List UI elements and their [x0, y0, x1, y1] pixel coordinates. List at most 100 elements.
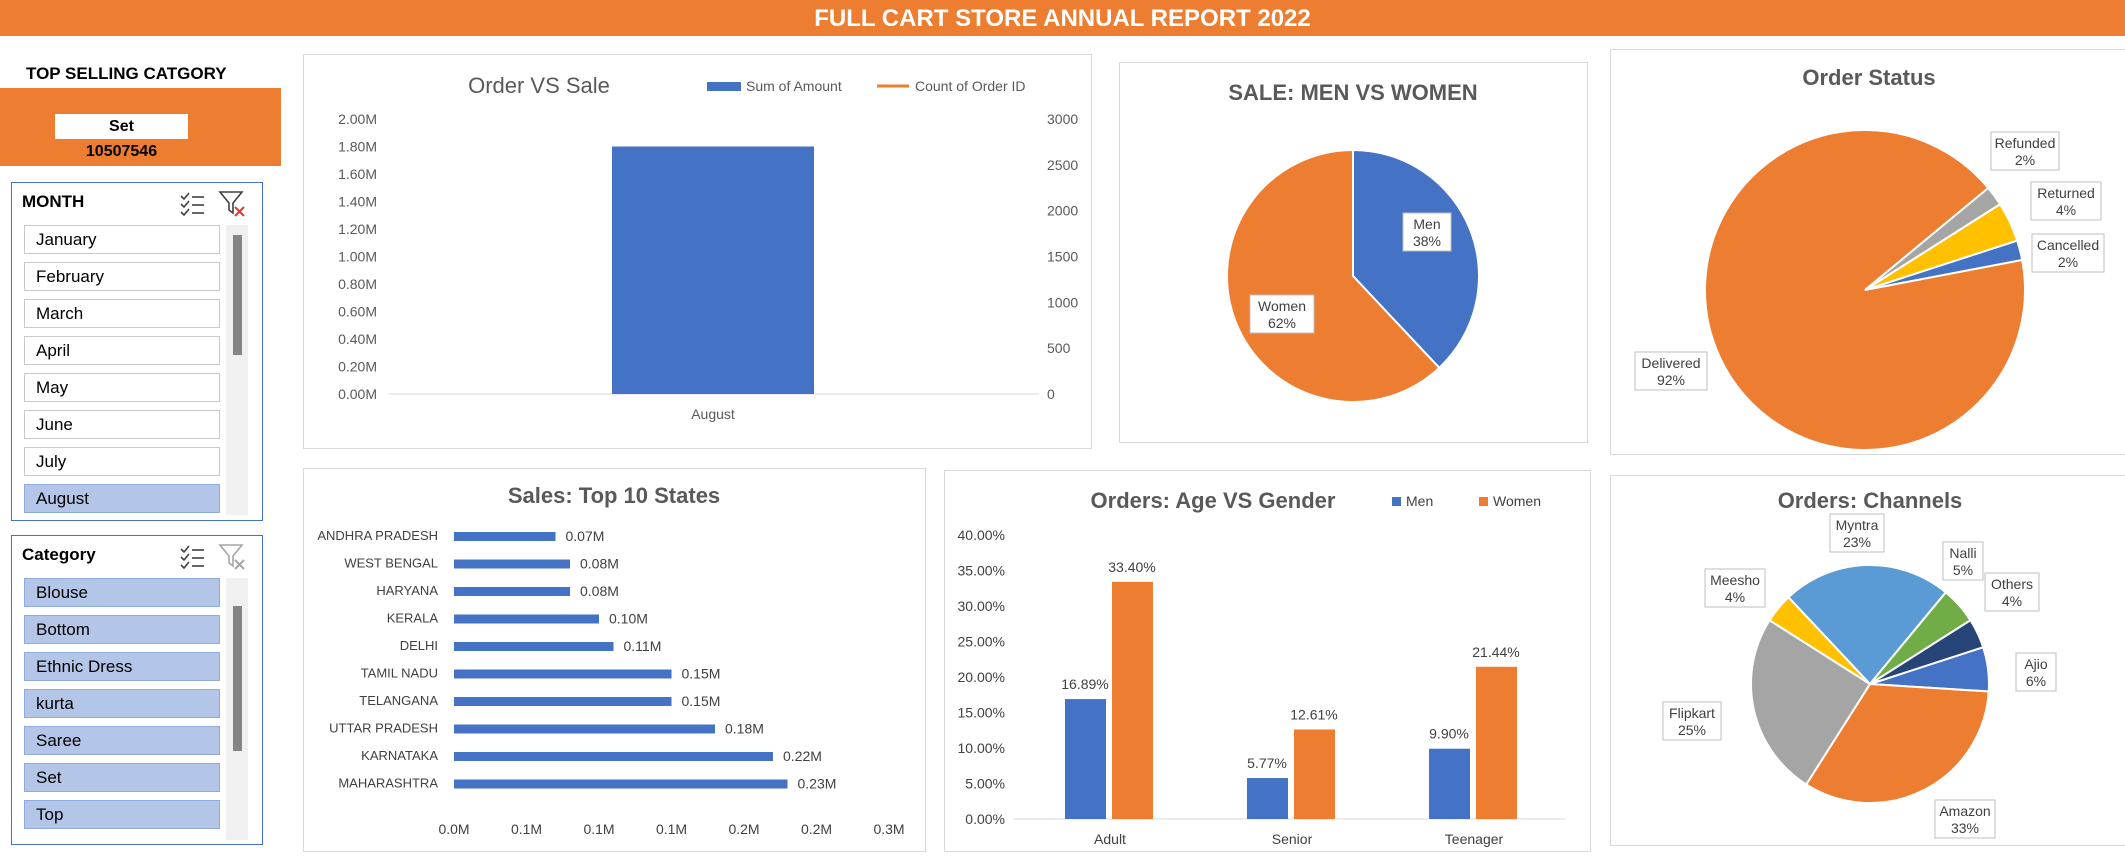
age-vs-gender-chart: Orders: Age VS Gender Men Women 0.00% 5.00% 1… — [958, 488, 1565, 847]
y-tick-label: 40.00% — [958, 527, 1005, 543]
x-tick-label-teenager: Teenager — [1445, 831, 1504, 847]
legend-label-amount: Sum of Amount — [746, 78, 842, 94]
month-item-may[interactable]: May — [24, 373, 220, 402]
x-tick-label-senior: Senior — [1272, 831, 1313, 847]
value-label-senior-men: 5.77% — [1247, 755, 1287, 771]
state-label-delhi: DELHI — [400, 638, 438, 653]
bar-teenager-men — [1429, 748, 1470, 819]
callout-men-value: 38% — [1413, 233, 1441, 249]
top-states-chart: Sales: Top 10 States ANDHRA PRADESH 0.07M W… — [317, 483, 904, 837]
callout-meesho-value: 4% — [1725, 589, 1745, 605]
callout-flipkart-value: 25% — [1678, 722, 1706, 738]
state-label-uttar-pradesh: UTTAR PRADESH — [329, 721, 438, 736]
legend-label-men: Men — [1406, 493, 1433, 509]
month-item-august[interactable]: August — [24, 484, 220, 513]
top-selling-value: 10507546 — [85, 143, 158, 160]
men-vs-women-slice-women — [1226, 148, 1441, 403]
callout-meesho-box — [1704, 568, 1766, 608]
top-states-panel: Sales: Top 10 States ANDHRA PRADESH 0.07M W… — [303, 468, 926, 852]
callout-amazon-label: Amazon — [1939, 803, 1990, 819]
y-left-tick-label: 0.40M — [338, 331, 377, 347]
y-right-tick-label: 1500 — [1047, 249, 1078, 265]
month-scroll-thumb[interactable] — [233, 235, 242, 355]
category-item-bottom[interactable]: Bottom — [24, 615, 220, 644]
bar-adult-women — [1112, 581, 1153, 819]
callout-ajio-value: 6% — [2026, 673, 2046, 689]
y-tick-label: 20.00% — [958, 669, 1005, 685]
legend-swatch-men — [1392, 497, 1401, 506]
chart-title: SALE: MEN VS WOMEN — [1228, 80, 1477, 105]
value-label-teenager-women: 21.44% — [1472, 644, 1519, 660]
y-right-tick-label: 2000 — [1047, 203, 1078, 219]
category-item-saree[interactable]: Saree — [24, 726, 220, 755]
x-tick-label: August — [691, 406, 735, 422]
callout-refunded-label: Refunded — [1995, 135, 2056, 151]
callout-women-box — [1249, 294, 1315, 334]
month-item-june[interactable]: June — [24, 410, 220, 439]
category-item-kurta[interactable]: kurta — [24, 689, 220, 718]
month-item-february[interactable]: February — [24, 262, 220, 291]
top-selling-category: Set — [55, 114, 188, 139]
bar-delhi — [454, 642, 614, 651]
callout-others-box — [1984, 572, 2040, 612]
value-label-telangana: 0.15M — [682, 693, 721, 709]
callout-returned-box — [2030, 181, 2102, 221]
callout-myntra-label: Myntra — [1836, 517, 1879, 533]
clear-filter-icon[interactable] — [218, 542, 246, 570]
callout-myntra-box — [1829, 513, 1885, 553]
y-left-tick-label: 0.00M — [338, 386, 377, 402]
value-label-tamil-nadu: 0.15M — [682, 666, 721, 682]
callout-cancelled-box — [2031, 233, 2105, 273]
state-label-andhra-pradesh: ANDHRA PRADESH — [317, 528, 438, 543]
month-scrollbar[interactable] — [226, 225, 248, 515]
order-vs-sale-chart: Order VS Sale Sum of Amount Count of Order… — [338, 73, 1078, 422]
state-label-west-bengal: WEST BENGAL — [344, 556, 438, 571]
multi-select-icon[interactable] — [178, 542, 206, 570]
legend-label-count: Count of Order ID — [915, 78, 1026, 94]
clear-filter-icon[interactable] — [218, 189, 246, 217]
legend-swatch-women — [1479, 497, 1488, 506]
multi-select-icon[interactable] — [178, 189, 206, 217]
callout-women-label: Women — [1258, 298, 1306, 314]
category-item-set[interactable]: Set — [24, 763, 220, 792]
bar-august — [612, 146, 814, 394]
callout-returned-label: Returned — [2037, 185, 2095, 201]
y-left-tick-label: 1.80M — [338, 139, 377, 155]
month-item-january[interactable]: January — [24, 225, 220, 254]
men-vs-women-slice-men — [1352, 148, 1480, 370]
month-item-july[interactable]: July — [24, 447, 220, 476]
chart-title: Orders: Age VS Gender — [1091, 488, 1336, 513]
x-tick-label: 0.1M — [583, 821, 614, 837]
bar-adult-men — [1065, 699, 1106, 819]
category-scrollbar[interactable] — [226, 578, 248, 840]
y-left-tick-label: 1.60M — [338, 166, 377, 182]
bar-senior-women — [1294, 729, 1335, 819]
state-label-karnataka: KARNATAKA — [361, 748, 438, 763]
category-item-ethnic-dress[interactable]: Ethnic Dress — [24, 652, 220, 681]
value-label-adult-men: 16.89% — [1061, 676, 1108, 692]
value-label-uttar-pradesh: 0.18M — [725, 721, 764, 737]
value-label-haryana: 0.08M — [580, 583, 619, 599]
category-item-top[interactable]: Top — [24, 800, 220, 829]
category-scroll-thumb[interactable] — [233, 606, 242, 751]
channels-chart: Orders: ChannelsAjio6%Amazon33%Flipkart2… — [1662, 488, 2057, 839]
x-tick-label: 0.0M — [438, 821, 469, 837]
category-item-blouse[interactable]: Blouse — [24, 578, 220, 607]
value-label-delhi: 0.11M — [624, 638, 662, 654]
legend-label-women: Women — [1493, 493, 1541, 509]
x-tick-label: 0.2M — [801, 821, 832, 837]
y-tick-label: 30.00% — [958, 598, 1005, 614]
bar-west-bengal — [454, 559, 570, 569]
value-label-west-bengal: 0.08M — [580, 556, 619, 572]
month-item-march[interactable]: March — [24, 299, 220, 328]
month-item-april[interactable]: April — [24, 336, 220, 365]
value-label-karnataka: 0.22M — [783, 748, 822, 764]
men-vs-women-panel: SALE: MEN VS WOMEN Men 38% Women 62% — [1119, 62, 1588, 443]
chart-title: Order VS Sale — [468, 73, 610, 98]
top-selling-title: TOP SELLING CATGORY — [26, 64, 227, 83]
value-label-senior-women: 12.61% — [1290, 706, 1337, 722]
y-left-tick-label: 2.00M — [338, 111, 377, 127]
channels-panel: Orders: Channels Ajio 6% Amazon 33% Flipkart 2… — [1610, 475, 2125, 846]
age-vs-gender-panel: Orders: Age VS Gender Men Women 0.00% 5.00% 1… — [944, 470, 1591, 852]
